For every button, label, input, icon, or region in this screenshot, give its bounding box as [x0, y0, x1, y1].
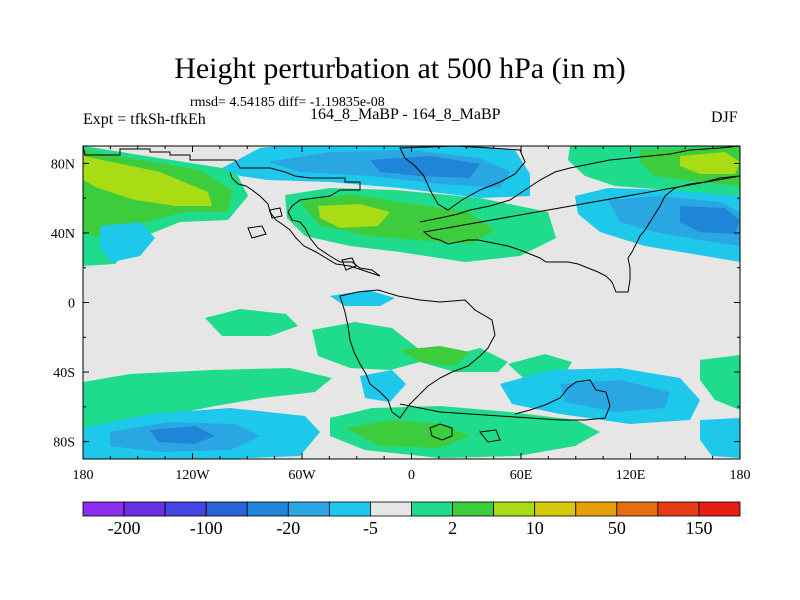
negative-max-north-pacific: [680, 206, 740, 234]
colorbar-swatch: [123, 501, 166, 517]
colorbar-swatch: [411, 501, 453, 517]
negative-region-northwest-arctic: [100, 222, 155, 262]
positive-max-north-atlantic: [318, 204, 390, 228]
y-tick-label: 40N: [51, 227, 75, 242]
y-tick-label: 40S: [53, 366, 75, 381]
colorbar-label: -5: [363, 518, 378, 538]
experiment-label: Expt = tfkSh-tfkEh: [83, 111, 206, 128]
positive-core-southern-ocean: [345, 420, 470, 448]
colorbar-label: -20: [276, 518, 300, 538]
positive-core-south-atlantic: [400, 346, 470, 366]
north-america-coastline: [83, 146, 381, 277]
colorbar-label: -100: [190, 518, 223, 538]
colorbar-swatch: [493, 501, 536, 517]
x-tick-label: 120E: [616, 468, 646, 483]
positive-region-southeast-pacific: [700, 355, 740, 410]
negative-field-max: [150, 156, 740, 444]
comparison-label: 164_8_MaBP - 164_8_MaBP: [310, 106, 501, 123]
australia-coastline: [429, 423, 501, 443]
stats-label: rmsd= 4.54185 diff= -1.19835e-08: [190, 95, 385, 110]
x-tick-label: 0: [408, 468, 415, 483]
colorbar-swatch: [370, 501, 412, 517]
south-america-coastline: [339, 289, 496, 419]
positive-max-northeast-pacific: [83, 156, 212, 206]
axis-labels: 180 120W 60W 0 60E 120E 180 80N 40N 0 40S 80S: [51, 157, 751, 483]
colorbar-label: -200: [108, 518, 141, 538]
colorbar-swatch: [616, 501, 659, 517]
positive-region-southwest-pacific: [83, 368, 332, 428]
positive-region-tropical-pacific: [205, 309, 298, 336]
colorbar-swatch: [698, 501, 741, 517]
chart-title: Height perturbation at 500 hPa (in m): [174, 52, 626, 85]
africa-eurasia-coastline: [419, 146, 740, 293]
x-tick-label: 120W: [175, 468, 210, 483]
colorbar-label: 150: [685, 518, 712, 538]
colorbar-label: 2: [448, 518, 457, 538]
colorbar-swatch: [657, 501, 700, 517]
negative-region-tropical: [330, 290, 395, 306]
negative-max-south-pacific: [150, 426, 215, 444]
colorbar-swatch: [328, 501, 371, 517]
colorbar-swatch: [575, 501, 618, 517]
y-tick-label: 0: [68, 297, 75, 312]
positive-field-max: [83, 152, 740, 228]
colorbar-label: 50: [608, 518, 626, 538]
positive-max-northeast-asia: [680, 152, 740, 174]
colorbar-swatch: [82, 501, 125, 517]
negative-region-amundsen: [700, 418, 740, 458]
greenland-coastline: [399, 146, 526, 211]
y-tick-label: 80N: [51, 157, 75, 172]
season-label: DJF: [711, 109, 738, 126]
negative-core-south-indian: [560, 380, 670, 412]
x-tick-label: 180: [73, 468, 94, 483]
colorbar-swatch: [287, 501, 330, 517]
x-tick-label: 60W: [288, 468, 316, 483]
axis-ticks: [82, 146, 741, 459]
y-tick-label: 80S: [53, 436, 75, 451]
west-pacific-islands: [247, 207, 357, 271]
colorbar-swatch: [164, 501, 207, 517]
colorbar-swatch: [246, 501, 289, 517]
colorbar-swatch: [452, 501, 495, 517]
colorbar: [82, 501, 741, 517]
x-tick-label: 180: [730, 468, 751, 483]
antarctica-coastline: [399, 379, 611, 421]
negative-region-south-america: [360, 370, 406, 402]
x-tick-label: 60E: [510, 468, 533, 483]
negative-max-arctic-atlantic: [370, 156, 480, 178]
colorbar-swatch: [534, 501, 577, 517]
colorbar-swatch: [205, 501, 248, 517]
colorbar-label: 10: [526, 518, 544, 538]
colorbar-labels: -200 -100 -20 -5 2 10 50 150: [108, 518, 713, 538]
coastlines: [83, 146, 740, 443]
